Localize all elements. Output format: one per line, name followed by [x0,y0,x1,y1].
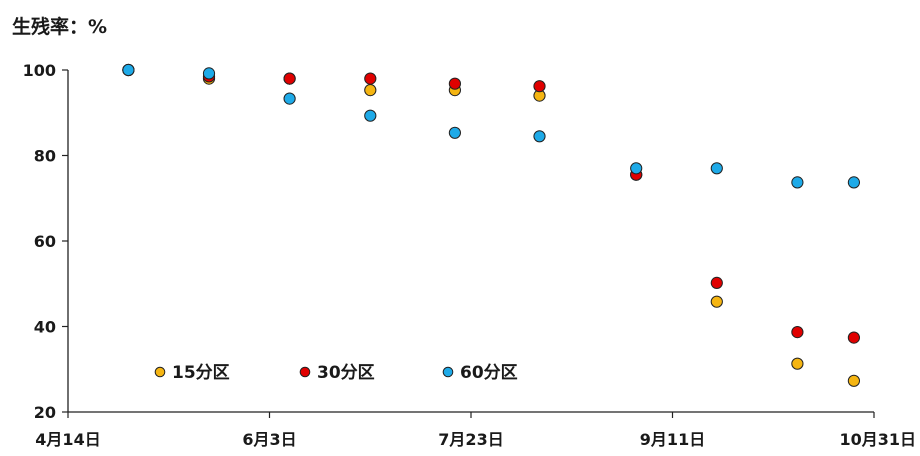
legend-marker [154,366,166,378]
y-axis-title: 生残率：% [12,15,107,38]
data-point [364,109,377,122]
data-point [122,63,135,77]
data-point [710,162,723,175]
data-point [630,162,643,175]
data-point [283,92,296,105]
x-tick-label: 10月31日 [839,430,916,449]
legend-label: 30分区 [317,363,375,383]
x-tick-label: 6月3日 [242,430,296,449]
y-tick-label: 100 [23,61,56,80]
data-point [791,176,804,189]
y-tick-labels: 20 40 60 80 100 [23,61,56,422]
axes [62,69,875,418]
data-point [847,374,861,387]
y-tick-label: 60 [34,232,56,251]
data-points [122,63,861,387]
series-3 [122,63,861,189]
legend-marker [299,366,311,378]
data-point [791,326,804,339]
series-1 [122,63,861,387]
data-point [448,77,461,90]
legend-label: 60分区 [460,363,518,383]
data-point [710,276,723,289]
data-point [364,72,377,85]
data-point [283,72,296,85]
data-point [847,331,861,344]
x-tick-label: 7月23日 [438,430,503,449]
y-tick-label: 40 [34,318,56,337]
data-point [202,67,216,80]
legend-item: 15分区 [154,363,230,383]
x-tick-label: 4月14日 [35,430,100,449]
legend-item: 30分区 [299,363,375,383]
data-point [364,84,377,97]
legend: 15分区 30分区 60分区 [154,363,518,383]
series-2 [122,63,861,344]
legend-label: 15分区 [172,363,230,383]
x-tick-label: 9月11日 [640,430,705,449]
legend-marker [442,366,454,378]
legend-item: 60分区 [442,363,518,383]
data-point [710,295,723,308]
x-tick-labels: 4月14日 6月3日 7月23日 9月11日 10月31日 [35,430,916,449]
data-point [791,357,804,370]
data-point [448,126,461,139]
data-point [847,176,861,189]
y-tick-label: 80 [34,147,56,166]
data-point [533,80,546,93]
data-point [533,130,546,143]
y-tick-label: 20 [34,403,56,422]
